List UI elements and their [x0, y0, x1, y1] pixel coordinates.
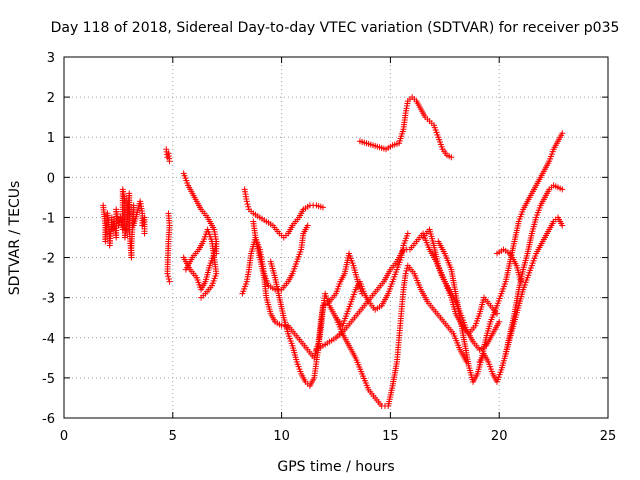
x-tick-label: 0: [60, 429, 68, 444]
data-point: [559, 186, 566, 193]
x-tick-label: 20: [491, 429, 508, 444]
data-point: [165, 275, 172, 282]
y-tick-label: -5: [42, 372, 55, 387]
data-points: [100, 94, 566, 409]
y-tick-label: -3: [42, 292, 55, 307]
data-point: [245, 203, 252, 210]
x-tick-label: 25: [600, 429, 617, 444]
data-point: [164, 270, 171, 277]
data-point: [517, 278, 524, 285]
x-tick-label: 15: [382, 429, 399, 444]
data-point: [559, 222, 566, 229]
y-axis-label: SDTVAR / TECUs: [7, 181, 23, 296]
chart-title: Day 118 of 2018, Sidereal Day-to-day VTE…: [51, 20, 620, 36]
y-tick-label: 2: [47, 91, 55, 106]
y-tick-label: -6: [42, 412, 55, 427]
data-point: [108, 226, 115, 233]
data-point: [166, 278, 173, 285]
data-point: [198, 294, 205, 301]
plot-frame: [63, 56, 609, 419]
data-point: [166, 158, 173, 165]
data-point: [402, 270, 409, 277]
y-tick-label: -4: [42, 332, 55, 347]
y-tick-label: -2: [42, 252, 55, 267]
x-axis-label: GPS time / hours: [277, 459, 394, 475]
axis-ticks: 0 5 10 15 20 25 -6 -5 -4 -3 -2 -1 0 1 2 3: [42, 51, 616, 444]
data-point: [304, 222, 311, 229]
data-point: [244, 201, 251, 208]
data-point: [496, 318, 503, 325]
data-point: [403, 267, 410, 274]
y-tick-label: 1: [47, 131, 55, 146]
data-point: [319, 204, 326, 211]
grid: [64, 57, 608, 418]
x-tick-label: 5: [169, 429, 177, 444]
x-tick-label: 10: [273, 429, 290, 444]
data-point: [141, 230, 148, 237]
data-point: [494, 310, 501, 317]
data-point: [243, 198, 250, 205]
y-tick-label: 0: [47, 171, 55, 186]
data-point: [404, 230, 411, 237]
data-point: [448, 154, 455, 161]
y-tick-label: -1: [42, 211, 55, 226]
data-point: [559, 130, 566, 137]
data-point: [165, 273, 172, 280]
y-tick-label: 3: [47, 51, 55, 66]
